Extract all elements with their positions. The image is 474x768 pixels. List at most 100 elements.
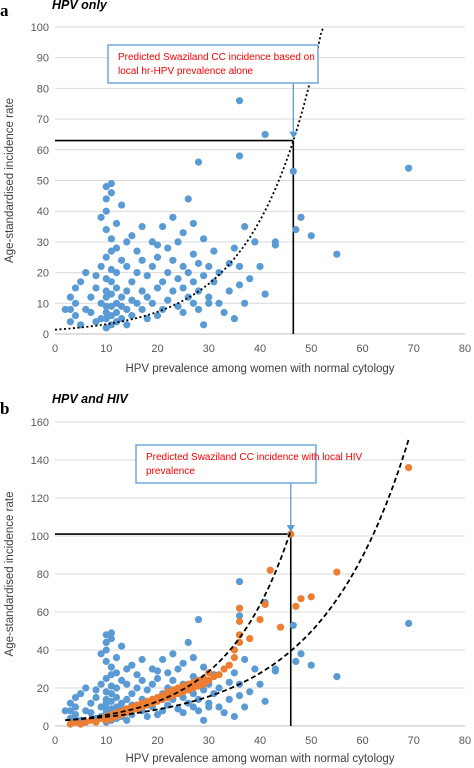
data-point-blue <box>164 296 172 304</box>
annotation-text: local hr-HPV prevalence alone <box>118 66 254 77</box>
data-point-blue <box>66 707 74 715</box>
data-point-blue <box>174 705 182 713</box>
panel-title: HPV and HIV <box>52 392 129 406</box>
data-point-blue <box>97 262 105 271</box>
data-point-blue <box>66 305 74 314</box>
data-point-orange <box>297 595 305 603</box>
data-point-blue <box>164 269 172 277</box>
data-point-blue <box>153 311 162 320</box>
trend-line <box>65 530 292 721</box>
data-point-blue <box>220 709 228 717</box>
data-point-blue <box>71 693 80 702</box>
data-point-blue <box>107 235 115 243</box>
data-point-blue <box>215 269 223 277</box>
data-point-blue <box>87 308 95 317</box>
data-point-blue <box>133 299 141 307</box>
y-tick-label: 10 <box>37 298 49 310</box>
data-point-blue <box>123 287 131 295</box>
data-point-blue <box>143 712 151 721</box>
x-axis-title: HPV prevalence among woman with normal c… <box>125 753 394 765</box>
data-point-blue <box>241 222 249 231</box>
x-tick-label: 0 <box>52 343 58 355</box>
data-point-blue <box>123 716 131 724</box>
data-point-blue <box>307 232 315 240</box>
data-point-blue <box>189 278 197 286</box>
data-point-blue <box>102 253 110 261</box>
data-point-orange <box>333 568 341 576</box>
annotation-arrowhead <box>289 131 298 139</box>
data-point-blue <box>174 238 182 246</box>
data-point-blue <box>107 179 115 188</box>
panel-letter: b <box>0 399 9 418</box>
x-tick-label: 80 <box>459 735 471 747</box>
data-point-blue <box>194 616 203 624</box>
y-tick-label: 120 <box>31 493 49 505</box>
data-point-blue <box>189 654 197 662</box>
data-point-orange <box>276 623 285 631</box>
x-tick-label: 10 <box>100 343 112 355</box>
data-point-blue <box>143 686 151 694</box>
data-point-blue <box>215 703 223 711</box>
y-tick-label: 40 <box>37 206 49 218</box>
x-tick-label: 10 <box>100 735 112 747</box>
data-point-orange <box>235 604 244 612</box>
data-point-orange <box>292 602 300 610</box>
data-point-blue <box>189 219 197 228</box>
data-point-blue <box>112 284 121 292</box>
data-point-blue <box>138 655 146 664</box>
data-point-blue <box>71 703 80 711</box>
x-tick-label: 50 <box>305 735 317 747</box>
data-point-blue <box>123 665 131 673</box>
data-point-blue <box>159 655 167 664</box>
data-point-blue <box>112 269 121 277</box>
data-point-blue <box>194 259 203 267</box>
data-point-blue <box>107 629 115 637</box>
data-point-blue <box>179 308 187 317</box>
data-point-blue <box>256 262 264 271</box>
data-point-blue <box>143 293 151 301</box>
data-point-blue <box>102 646 110 654</box>
data-point-blue <box>174 302 182 310</box>
data-point-orange <box>92 718 100 726</box>
data-point-blue <box>246 688 254 696</box>
data-point-blue <box>241 703 249 711</box>
data-point-blue <box>128 232 136 240</box>
data-point-blue <box>261 697 269 705</box>
data-point-blue <box>97 213 105 221</box>
data-point-orange <box>230 654 238 662</box>
x-tick-label: 40 <box>254 735 266 747</box>
data-point-blue <box>153 284 162 292</box>
data-point-blue <box>92 284 100 292</box>
data-point-blue <box>220 308 228 317</box>
data-point-blue <box>230 244 238 252</box>
data-point-blue <box>169 650 177 658</box>
data-point-blue <box>205 299 213 307</box>
x-tick-label: 80 <box>459 343 471 355</box>
data-point-blue <box>77 278 85 286</box>
data-point-blue <box>200 663 208 671</box>
y-tick-label: 40 <box>37 645 49 657</box>
data-point-blue <box>66 318 74 326</box>
data-point-blue <box>289 621 297 629</box>
data-point-blue <box>225 287 233 295</box>
data-point-blue <box>123 238 131 246</box>
data-point-blue <box>112 684 121 692</box>
y-tick-label: 80 <box>37 83 49 95</box>
data-point-blue <box>133 269 141 277</box>
data-point-blue <box>246 275 254 283</box>
data-point-blue <box>66 699 74 707</box>
y-tick-label: 60 <box>37 607 49 619</box>
data-point-blue <box>333 673 341 681</box>
data-point-blue <box>128 311 136 320</box>
data-point-blue <box>256 680 264 688</box>
data-point-blue <box>225 259 233 267</box>
data-point-blue <box>112 654 121 662</box>
data-point-blue <box>200 686 208 694</box>
data-point-blue <box>87 293 95 301</box>
data-point-blue <box>169 256 177 264</box>
data-point-blue <box>235 692 244 700</box>
data-point-blue <box>92 693 100 702</box>
data-point-blue <box>189 703 197 711</box>
data-point-blue <box>189 250 197 258</box>
